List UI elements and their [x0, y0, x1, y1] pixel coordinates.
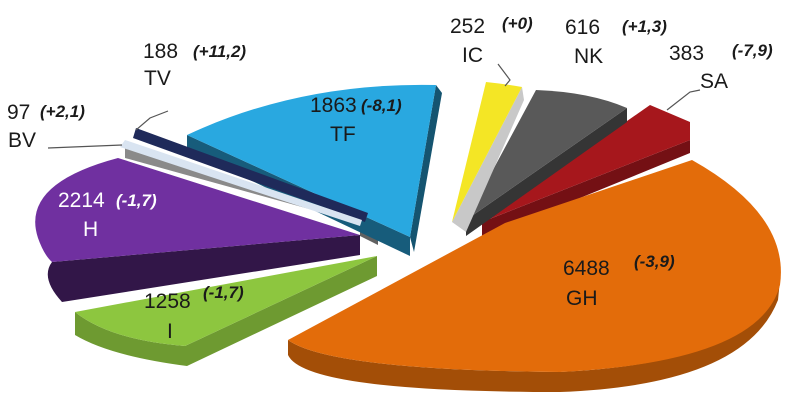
leader-lines [47, 63, 701, 149]
label-h-change: (-1,7) [116, 191, 157, 210]
slice-bv [120, 140, 362, 226]
label-nk-change: (+1,3) [622, 17, 667, 36]
label-gh-change: (-3,9) [634, 252, 675, 271]
label-sa-change: (-7,9) [732, 41, 773, 60]
slice-nk [466, 90, 627, 220]
slice-i [75, 256, 377, 346]
pie-slices [35, 82, 781, 392]
label-tv-code: TV [144, 67, 171, 90]
label-gh-value: 6488 [563, 257, 610, 280]
slice-nk-side [466, 108, 627, 236]
leader-line-tv [135, 110, 169, 131]
label-ic-value: 252 [450, 15, 485, 38]
label-tv-change: (+11,2) [193, 42, 246, 61]
slice-i-side [75, 256, 377, 366]
leader-line-sa [666, 89, 701, 111]
label-ic-code: IC [462, 44, 483, 67]
slice-ic [452, 82, 522, 222]
label-i-value: 1258 [144, 290, 191, 313]
label-gh-code: GH [566, 287, 598, 310]
slice-ic-side [452, 87, 524, 232]
slice-gh [288, 160, 781, 372]
slice-gh-side [288, 280, 780, 392]
label-sa-value: 383 [669, 42, 704, 65]
label-nk-code: NK [574, 45, 603, 68]
label-i-change: (-1,7) [203, 283, 244, 302]
slice-tf [187, 84, 436, 237]
label-tf-code: TF [330, 123, 356, 146]
label-h-code: H [83, 218, 98, 241]
slice-h-side [47, 235, 360, 302]
label-h-value: 2214 [58, 189, 105, 212]
slice-tv [133, 128, 368, 222]
label-tf-change: (-8,1) [361, 96, 402, 115]
leader-line-ic [497, 63, 511, 87]
slice-sa [482, 105, 690, 222]
label-bv-code: BV [8, 129, 36, 152]
label-sa-code: SA [700, 70, 728, 93]
data-labels: 1863 (-8,1) TF 188 (+11,2) TV 97 (+2,1) … [7, 14, 773, 343]
label-bv-value: 97 [7, 101, 30, 124]
label-i-code: I [167, 320, 173, 343]
slice-h [35, 158, 360, 262]
label-tv-value: 188 [143, 40, 178, 63]
label-ic-change: (+0) [502, 14, 533, 33]
slice-tf-right [410, 85, 442, 252]
label-tf-value: 1863 [310, 94, 357, 117]
label-nk-value: 616 [565, 16, 600, 39]
leader-line-bv [47, 144, 123, 149]
label-bv-change: (+2,1) [40, 102, 85, 121]
